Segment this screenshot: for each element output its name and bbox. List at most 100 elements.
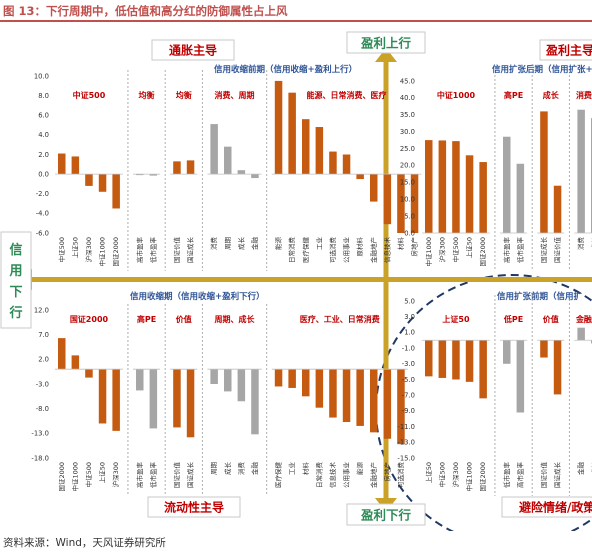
bar	[186, 160, 195, 175]
group-label: 能源、日常消费、医疗	[307, 90, 387, 100]
axis-label-box-bottom	[346, 503, 426, 526]
category-label: 中证1000	[465, 462, 474, 492]
group-label: 均衡	[139, 90, 155, 100]
axis-label-left-2: 用	[8, 264, 22, 279]
category-label: 国证2000	[479, 462, 487, 492]
group-label: 均衡	[176, 90, 192, 100]
group-label: 中证1000	[437, 90, 476, 100]
chart-title: 信用扩张后期（信用扩张+	[492, 64, 592, 75]
group-label: 价值	[543, 314, 559, 324]
y-tick-label: 8.0	[38, 92, 49, 100]
bar	[356, 369, 364, 426]
category-label: 中证1000	[98, 237, 107, 267]
chart-credit-expansion-early: 信用扩张前期（信用扩 5.0 3.0 1.0 -1.0 -3.0 -5.0 -7.0 -9.0 -…	[397, 291, 592, 496]
category-label: 国证价值	[172, 237, 181, 264]
bar	[577, 327, 585, 341]
theme-box-bottom-right	[501, 496, 592, 518]
category-label: 信息技术	[382, 237, 391, 264]
y-tick-label: -13.0	[397, 439, 415, 447]
bar	[71, 156, 80, 175]
category-label: 成长	[236, 237, 245, 251]
bar	[136, 174, 144, 176]
bar	[71, 355, 80, 370]
category-label: 消费	[576, 237, 585, 251]
bar	[452, 141, 460, 233]
axis-label-left-1: 信	[9, 242, 22, 258]
chart-credit-contraction: 信用收缩期（信用收缩+盈利下行） 12.0 7.0 2.0 -3.0 -8.0 -13.0 -…	[31, 291, 408, 496]
category-label: 金融地产	[369, 462, 378, 489]
axis-label-left-4: 行	[8, 305, 22, 321]
group-label: 消费、周期	[215, 90, 255, 100]
category-label: 消费	[236, 462, 245, 476]
category-label: 原材料	[355, 237, 364, 257]
group-label: 国证2000	[70, 314, 109, 324]
category-label: 国证成长	[539, 237, 548, 264]
bar	[173, 161, 181, 175]
bar	[224, 146, 232, 175]
axis-label-box-top	[346, 31, 426, 54]
bar	[397, 174, 405, 233]
category-label: 能源	[355, 462, 364, 476]
y-tick-label: -8.0	[36, 405, 49, 413]
category-label: 国证成长	[186, 462, 195, 489]
vertical-axis-arrow-up	[375, 48, 397, 62]
y-tick-label: 5.0	[404, 297, 415, 305]
bar	[274, 80, 283, 175]
bar	[553, 340, 562, 395]
bar	[149, 369, 158, 429]
y-tick-label: 30.0	[400, 128, 415, 136]
y-tick-label: -13.0	[31, 430, 49, 438]
y-tick-label: 25.0	[400, 145, 415, 153]
theme-box-bottom-left	[147, 496, 241, 518]
category-label: 沪深300	[111, 462, 120, 487]
category-label: 国证价值	[553, 237, 562, 264]
category-label: 国证2000	[479, 237, 487, 267]
bar	[237, 170, 246, 175]
theme-box-top-right	[539, 39, 592, 61]
category-label: 高市盈率	[135, 462, 144, 489]
bar	[315, 369, 324, 408]
chart-title: 信用收缩期（信用收缩+盈利下行）	[130, 291, 265, 302]
category-label: 低市盈率	[515, 237, 524, 264]
bar	[452, 340, 460, 380]
category-label: 高市盈率	[135, 237, 144, 264]
bar	[479, 340, 487, 399]
bar	[98, 174, 107, 192]
category-label: 材料	[396, 237, 405, 251]
y-tick-label: -1.0	[402, 344, 415, 352]
bar	[98, 369, 107, 424]
y-tick-label: -9.0	[402, 407, 415, 415]
y-tick-label: -6.0	[36, 229, 49, 237]
bar	[425, 140, 433, 233]
bar	[540, 340, 548, 358]
category-label: 成长	[223, 462, 232, 476]
category-label: 中证500	[84, 462, 93, 487]
bar	[342, 154, 351, 175]
bar	[288, 92, 296, 175]
category-label: 中证1000	[424, 237, 433, 267]
theme-top-right: 盈利主导	[545, 43, 592, 58]
figure-title: 图 13：下行周期中，低估值和高分红的防御属性占上风	[3, 4, 288, 18]
bar	[356, 174, 364, 180]
category-label: 上证50	[465, 237, 474, 258]
group-label: 上证50	[442, 314, 470, 324]
y-tick-label: 2.0	[38, 151, 49, 159]
y-tick-label: -7.0	[402, 392, 415, 400]
y-tick-label: 10.0	[400, 196, 415, 204]
category-label: 周期	[224, 237, 232, 251]
bar	[186, 369, 195, 438]
bar	[251, 369, 259, 435]
category-label: 公用事业	[342, 237, 351, 264]
category-label: 上证50	[70, 237, 79, 258]
category-label: 中证500	[451, 237, 460, 262]
group-label: 中证500	[73, 90, 106, 100]
bar	[342, 369, 351, 422]
bar	[58, 153, 66, 175]
bar	[224, 369, 232, 392]
category-label: 低市盈率	[148, 462, 157, 489]
figure-source: 资料来源：Wind，天风证券研究所	[3, 537, 166, 549]
bar	[370, 174, 378, 202]
horizontal-axis	[18, 269, 592, 290]
bar	[329, 369, 337, 418]
category-label: 可选消费	[328, 237, 337, 264]
